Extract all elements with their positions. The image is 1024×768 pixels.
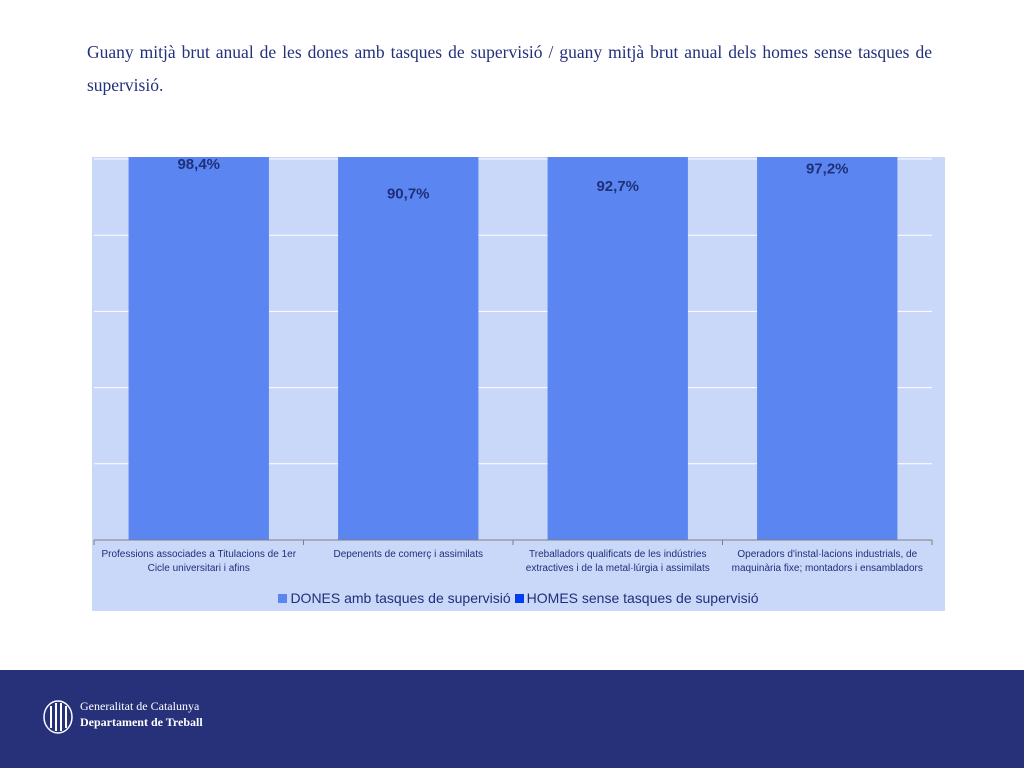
value-label: 90,7% (387, 185, 430, 202)
x-tick-label: Operadors d'instal·lacions industrials, … (731, 549, 923, 574)
bar-segment (128, 157, 269, 540)
bar-segment (547, 157, 688, 541)
footer: Generalitat de Catalunya Departament de … (0, 670, 1024, 768)
footer-text: Generalitat de Catalunya Departament de … (80, 698, 203, 730)
chart-svg: 98,4% 90,7% 92,7% 97,2% (93, 157, 933, 545)
value-label: 92,7% (596, 178, 639, 195)
x-tick-label: Professions associades a Titulacions de … (101, 549, 297, 574)
footer-line: Departament de Treball (80, 715, 203, 729)
legend-label: DONES amb tasques de supervisió (290, 590, 511, 606)
x-tick-label: Depenents de comerç i assimilats (333, 549, 483, 560)
footer-line: Generalitat de Catalunya (80, 699, 200, 713)
x-tick-label: Treballadors qualificats de les indústri… (525, 549, 710, 574)
bar-segment (338, 157, 479, 541)
value-label: 98,4% (177, 157, 220, 173)
slide-title: Guany mitjà brut anual de les dones amb … (87, 42, 932, 95)
legend-label: HOMES sense tasques de supervisió (526, 590, 759, 606)
legend-item: DONES amb tasques de supervisió (278, 590, 511, 606)
value-label: 97,2% (806, 161, 849, 178)
legend-swatch (278, 594, 288, 603)
logo (43, 700, 73, 734)
legend-item: HOMES sense tasques de supervisió (514, 590, 759, 606)
bar-segment (757, 157, 898, 540)
chart: 98,4% 90,7% 92,7% 97,2% DONES amb tasques d… (92, 157, 945, 611)
legend: DONES amb tasques de supervisió HOMES sen… (92, 590, 945, 606)
legend-swatch (514, 594, 524, 603)
